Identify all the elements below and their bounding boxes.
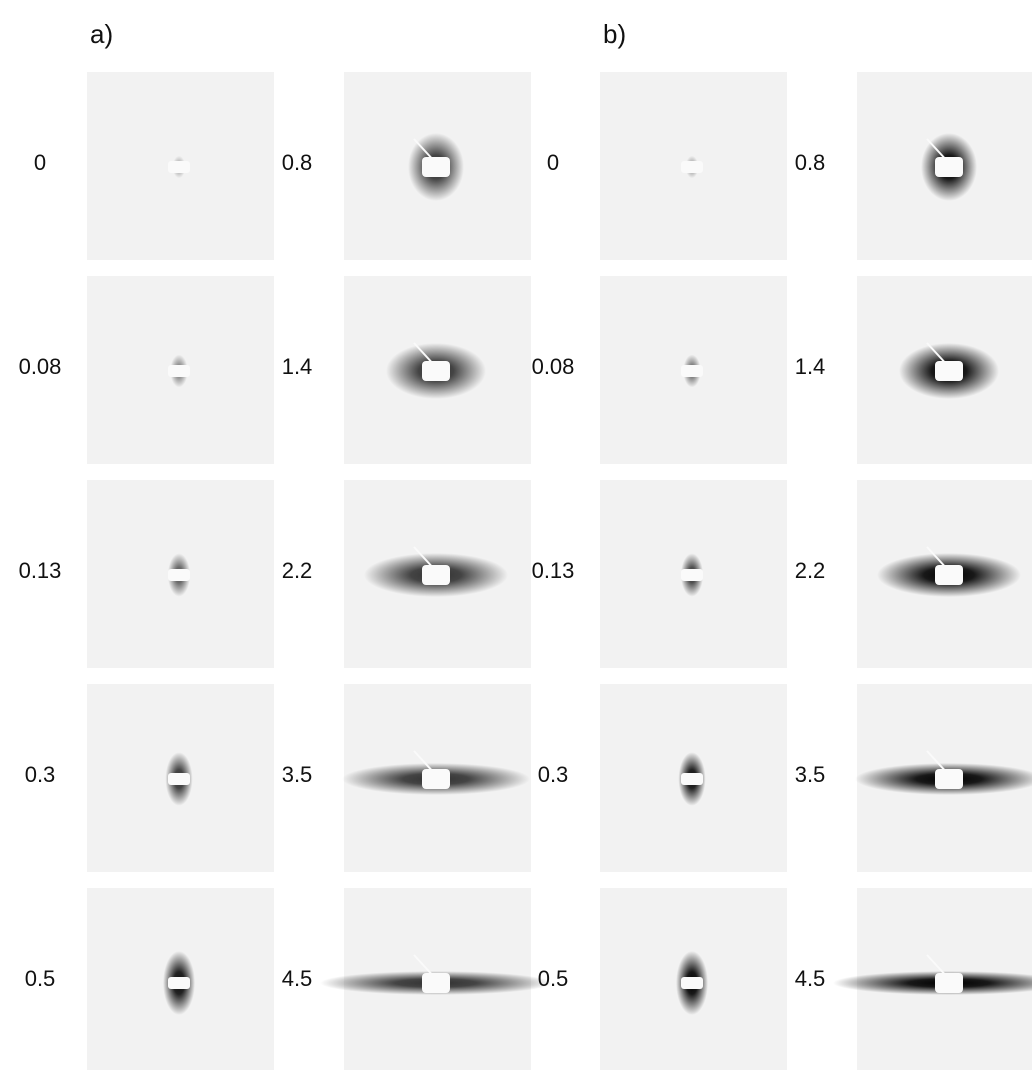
row-label: 0.08	[19, 354, 62, 379]
beamstop	[422, 973, 450, 993]
beamstop	[935, 769, 963, 789]
row-label: 2.2	[795, 558, 826, 583]
row-label: 0.13	[532, 558, 575, 583]
beamstop	[168, 161, 190, 173]
beamstop	[681, 365, 703, 377]
scatter-streak	[833, 971, 1032, 995]
row-label: 0.13	[19, 558, 62, 583]
beamstop	[422, 157, 450, 177]
row-label: 0.8	[795, 150, 826, 175]
row-label: 0.5	[25, 966, 56, 991]
panel-label: b)	[603, 19, 626, 49]
beamstop	[681, 773, 703, 785]
beamstop	[935, 565, 963, 585]
beamstop	[168, 773, 190, 785]
beamstop	[422, 361, 450, 381]
row-label: 1.4	[282, 354, 313, 379]
row-label: 0.5	[538, 966, 569, 991]
beamstop	[681, 977, 703, 989]
row-label: 0.8	[282, 150, 313, 175]
beamstop	[168, 569, 190, 581]
beamstop	[935, 361, 963, 381]
row-label: 0.3	[538, 762, 569, 787]
beamstop	[422, 769, 450, 789]
beamstop	[168, 977, 190, 989]
row-label: 4.5	[795, 966, 826, 991]
beamstop	[168, 365, 190, 377]
beamstop	[681, 161, 703, 173]
panel-label: a)	[90, 19, 113, 49]
row-label: 0.3	[25, 762, 56, 787]
beamstop	[681, 569, 703, 581]
beamstop	[422, 565, 450, 585]
row-label: 2.2	[282, 558, 313, 583]
row-label: 0	[547, 150, 559, 175]
row-label: 0	[34, 150, 46, 175]
row-label: 3.5	[282, 762, 313, 787]
row-label: 3.5	[795, 762, 826, 787]
beamstop	[935, 973, 963, 993]
beamstop	[935, 157, 963, 177]
row-label: 1.4	[795, 354, 826, 379]
row-label: 4.5	[282, 966, 313, 991]
row-label: 0.08	[532, 354, 575, 379]
